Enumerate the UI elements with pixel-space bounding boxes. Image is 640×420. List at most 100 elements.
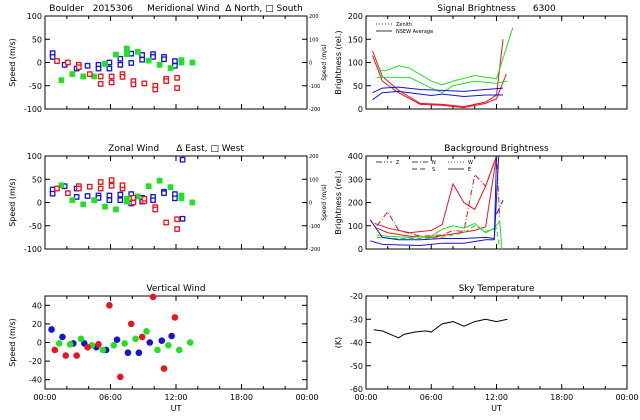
data-point-red <box>108 182 115 189</box>
data-point-blue <box>49 54 56 60</box>
data-point-green <box>55 340 63 347</box>
y-tick-label: 100 <box>27 12 42 21</box>
data-point-red <box>86 183 93 190</box>
data-point-blue <box>84 62 91 69</box>
data-point-green <box>58 182 65 189</box>
data-point-green <box>58 77 65 84</box>
data-point-green <box>80 73 87 80</box>
data-point-blue <box>172 195 178 202</box>
data-point-red <box>160 365 168 372</box>
data-point-red <box>130 199 137 206</box>
x-tick-label: 00:00 <box>615 393 638 402</box>
data-point-green <box>154 346 161 354</box>
data-point-blue <box>146 339 154 346</box>
data-point-red <box>108 79 115 86</box>
data-point-blue <box>117 191 124 198</box>
y-tick-label: -40 <box>29 376 42 385</box>
y-tick-label: 0 <box>37 339 42 348</box>
y-tick-label: 50 <box>353 82 363 91</box>
y-tick-label: 20 <box>32 320 42 329</box>
data-point-red <box>119 182 126 189</box>
data-point-red <box>174 226 180 232</box>
data-point-green <box>189 199 196 206</box>
data-point-green <box>178 59 185 66</box>
data-point-green <box>143 328 150 335</box>
data-point-blue <box>113 336 121 344</box>
right-tick-label: 200 <box>309 14 319 20</box>
series-line-blue <box>369 155 497 241</box>
data-point-blue <box>48 326 55 333</box>
y-tick-label: 0 <box>358 105 363 114</box>
data-point-green <box>102 203 108 210</box>
data-point-blue <box>158 337 166 344</box>
data-point-red <box>119 74 126 80</box>
data-point-red <box>174 216 180 223</box>
right-tick-label: -100 <box>309 224 320 230</box>
panel-title: Sky Temperature <box>459 284 535 294</box>
series-line-blue <box>372 86 504 94</box>
panel-title: Signal Brightness 6300 <box>437 4 556 14</box>
data-point-green <box>156 61 163 68</box>
y-tick-label: 100 <box>27 152 42 161</box>
data-point-blue <box>172 58 178 64</box>
data-point-red <box>95 341 102 348</box>
data-point-red <box>97 73 104 80</box>
data-point-red <box>106 302 113 309</box>
x-tick-label: 00:00 <box>295 393 318 402</box>
panel-title: Background Brightness <box>444 144 549 154</box>
y-axis-label: Speed (m/s) <box>8 38 17 87</box>
data-point-green <box>145 57 152 64</box>
right-tick-label: 100 <box>309 177 319 183</box>
data-point-red <box>171 314 179 321</box>
data-point-blue <box>179 215 186 222</box>
legend-label: NSEW Average <box>396 29 433 35</box>
data-point-green <box>102 61 108 67</box>
data-point-green <box>91 197 97 204</box>
y-tick-label: -50 <box>29 82 42 91</box>
x-tick-label: 00:00 <box>354 393 377 402</box>
right-tick-label: -100 <box>309 84 320 90</box>
data-point-green <box>99 346 107 354</box>
data-point-red <box>54 58 60 64</box>
data-point-green <box>134 48 141 55</box>
right-tick-label: 0 <box>309 61 312 67</box>
data-point-blue <box>106 65 113 72</box>
data-point-blue <box>179 156 186 163</box>
x-tick-label: 06:00 <box>420 393 443 402</box>
y-tick-label: -100 <box>24 245 42 254</box>
series-line-red <box>376 155 497 238</box>
data-point-red <box>174 85 180 91</box>
right-tick-label: 0 <box>309 201 312 207</box>
data-point-green <box>124 45 130 52</box>
data-point-red <box>75 64 82 70</box>
data-point-blue <box>150 197 156 204</box>
y-tick-label: -100 <box>24 105 42 114</box>
right-axis-label: Speed (m/s) <box>321 184 328 220</box>
data-point-red <box>97 185 104 192</box>
y-tick-label: 40 <box>32 301 42 310</box>
data-point-red <box>130 194 137 201</box>
signal-panel: Signal Brightness 6300 Brightness (rel.) 2… <box>334 4 628 114</box>
series-line-blue <box>370 155 500 247</box>
data-point-red <box>65 59 71 66</box>
data-point-blue <box>139 56 146 63</box>
x-tick-label: 12:00 <box>485 393 508 402</box>
data-point-blue <box>128 60 135 66</box>
data-point-red <box>65 190 71 197</box>
data-point-red <box>75 185 82 192</box>
data-point-green <box>69 197 76 204</box>
y-axis-label: Brightness (rel.) <box>334 30 343 94</box>
x-axis-label: UT <box>171 404 182 413</box>
data-point-blue <box>124 349 132 357</box>
data-point-red <box>108 73 115 80</box>
data-point-blue <box>161 190 167 197</box>
series-line-red <box>372 39 504 108</box>
data-point-red <box>127 320 135 328</box>
data-point-green <box>165 341 172 349</box>
data-point-green <box>124 198 130 205</box>
data-point-blue <box>95 65 102 72</box>
data-point-red <box>62 352 70 359</box>
